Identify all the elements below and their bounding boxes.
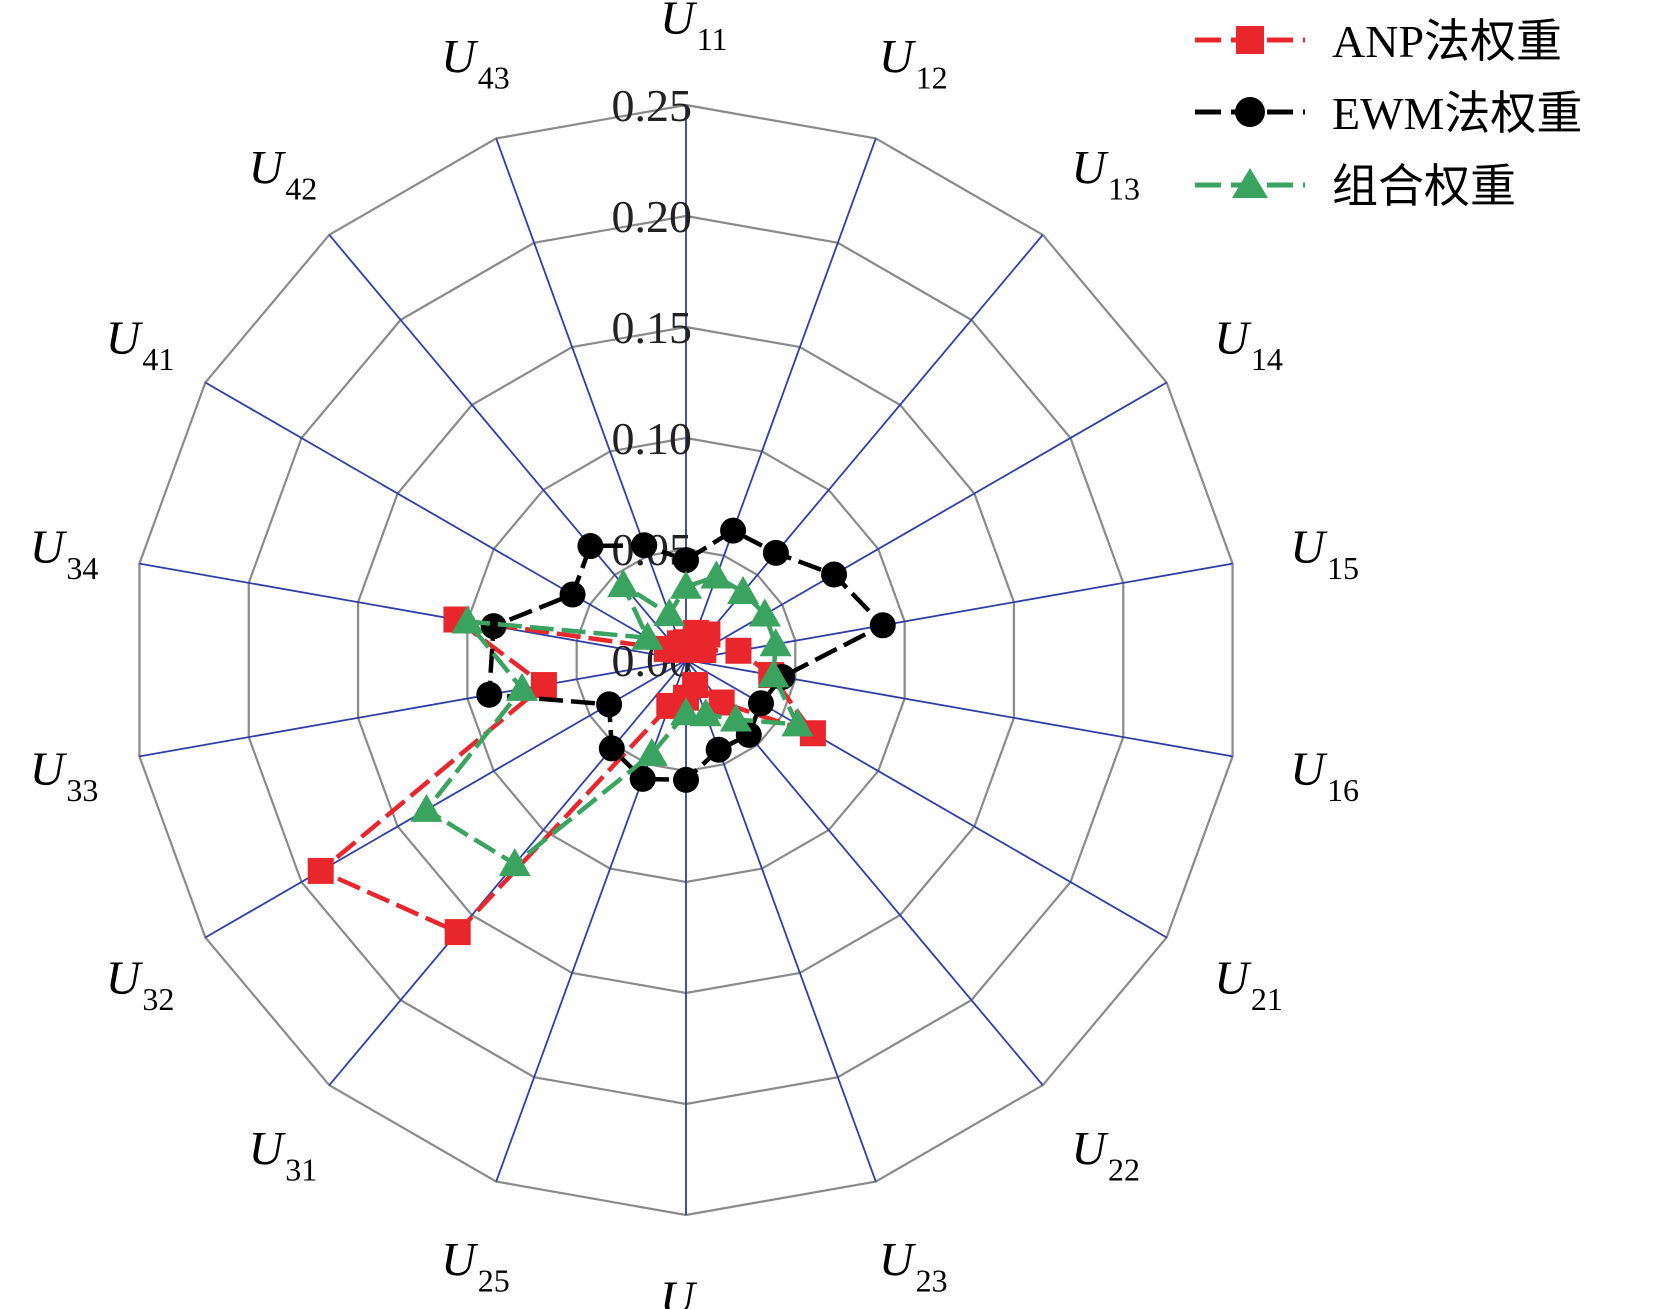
axis-spoke (495, 138, 687, 661)
radial-tick-label: 0.25 (612, 80, 693, 131)
data-point (670, 697, 702, 726)
data-point (577, 533, 604, 560)
series-0 (307, 606, 826, 946)
data-point (762, 539, 789, 566)
legend-item-ewm: EWM法权重 (1195, 88, 1582, 139)
axis-spoke (495, 659, 687, 1182)
data-point (410, 793, 443, 822)
category-label: U33 (30, 743, 99, 808)
data-point (781, 708, 814, 737)
data-point (596, 691, 623, 718)
series-2 (410, 560, 814, 877)
data-point (598, 735, 625, 762)
category-label: U25 (441, 1233, 510, 1298)
category-label: U31 (249, 1122, 318, 1187)
data-point (690, 637, 717, 664)
series-layer (307, 517, 896, 946)
data-point (700, 560, 733, 589)
data-point (821, 561, 848, 588)
category-label: U16 (1290, 743, 1359, 808)
data-point (670, 570, 702, 599)
category-label: U13 (1071, 142, 1140, 207)
data-point (720, 517, 747, 544)
legend-triangle-marker (1232, 168, 1268, 198)
data-point (757, 659, 790, 688)
category-label: U11 (660, 0, 727, 57)
category-label: U15 (1290, 521, 1359, 586)
category-label: U32 (106, 952, 175, 1017)
data-point (869, 612, 896, 639)
category-label: U41 (106, 312, 175, 377)
category-label: U14 (1214, 312, 1283, 377)
legend-square-marker (1236, 26, 1264, 54)
data-point (748, 598, 781, 627)
data-point (451, 605, 484, 634)
category-label: U34 (30, 521, 99, 586)
legend-circle-marker (1235, 97, 1265, 127)
data-point (559, 581, 586, 608)
data-point (307, 857, 334, 884)
data-point (506, 672, 539, 701)
series-line (318, 617, 816, 935)
category-label: U12 (879, 31, 948, 96)
category-label: U42 (249, 142, 318, 207)
axis-spoke (204, 381, 687, 661)
data-point (480, 613, 507, 640)
radial-tick-label: 0.20 (612, 191, 693, 242)
data-point (705, 736, 732, 763)
data-point (444, 919, 471, 946)
data-point (747, 690, 774, 717)
data-point (653, 598, 686, 627)
category-label: U43 (441, 31, 510, 96)
data-point (629, 765, 656, 792)
data-point (631, 621, 664, 650)
data-point (607, 569, 640, 598)
category-label: U24 (660, 1272, 729, 1309)
data-point (673, 547, 699, 574)
legend-label-anp: ANP法权重 (1332, 16, 1562, 67)
radial-tick-label: 0.10 (612, 413, 693, 464)
category-label: U22 (1071, 1122, 1140, 1187)
legend-label-combined: 组合权重 (1332, 161, 1516, 212)
data-point (759, 628, 792, 657)
legend-item-combined: 组合权重 (1195, 161, 1516, 212)
data-point (719, 703, 752, 732)
legend: ANP法权重 EWM法权重 组合权重 (1195, 16, 1582, 212)
data-point (476, 681, 503, 708)
data-point (727, 575, 760, 604)
category-label: U21 (1214, 952, 1283, 1017)
data-point (666, 630, 693, 657)
data-point (631, 532, 658, 559)
data-point (725, 637, 752, 664)
legend-item-anp: ANP法权重 (1195, 16, 1562, 67)
axis-spoke (139, 659, 687, 758)
category-label: U23 (879, 1233, 948, 1298)
radial-tick-label: 0.15 (612, 302, 693, 353)
data-point (635, 737, 668, 766)
legend-label-ewm: EWM法权重 (1332, 88, 1582, 139)
data-point (530, 672, 557, 699)
data-point (498, 848, 531, 877)
axis-spoke (139, 562, 687, 661)
data-point (673, 766, 699, 793)
